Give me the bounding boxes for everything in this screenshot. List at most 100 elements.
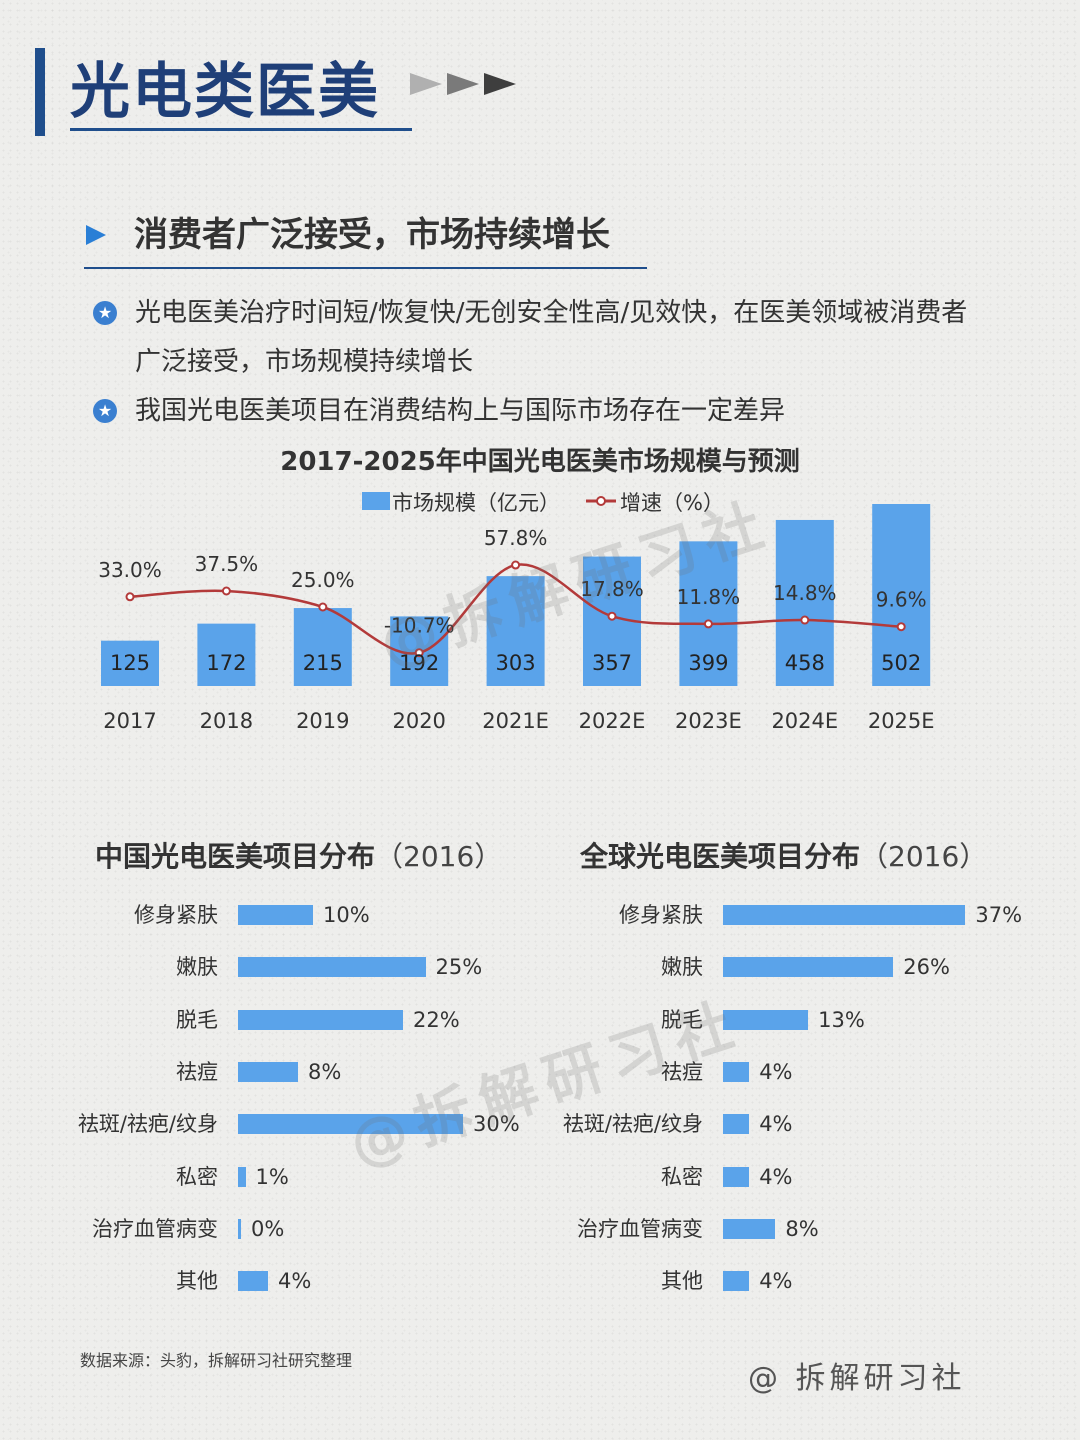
bar-category-label: 嫩肤	[176, 955, 218, 980]
bar-category-label: 祛痘	[661, 1059, 703, 1084]
bar-value-label: 125	[110, 651, 150, 675]
bar	[775, 519, 834, 686]
data-source: 数据来源：头豹，拆解研习社研究整理	[80, 1351, 353, 1370]
bar-category-label: 嫩肤	[661, 955, 703, 980]
x-tick-label: 2021E	[482, 709, 549, 733]
bar-category-label: 脱毛	[176, 1007, 218, 1032]
distribution-bar	[238, 1271, 268, 1292]
bar-category-label: 其他	[661, 1269, 703, 1294]
bar-value-label: 458	[785, 651, 825, 675]
bar-value-label: 303	[496, 651, 536, 675]
market-size-chart: 33.0% 37.5% 25.0% -10.7% 57.8% 17.8% 11.8% 14.8…	[98, 504, 935, 733]
bullet-text: 广泛接受，市场规模持续增长	[135, 347, 474, 377]
bar-value-label: 8%	[308, 1059, 342, 1084]
growth-point	[221, 586, 231, 596]
x-tick-label: 2019	[296, 709, 349, 733]
chart-title: 2017-2025年中国光电医美市场规模与预测	[280, 447, 800, 477]
bar-value-label: 4%	[759, 1059, 793, 1084]
bar-value-label: 4%	[759, 1164, 793, 1189]
china-chart-title: 中国光电医美项目分布（2016）	[95, 840, 503, 873]
bar-category-label: 治疗血管病变	[577, 1216, 703, 1241]
growth-label: 17.8%	[580, 577, 644, 601]
growth-label: -10.7%	[384, 614, 455, 638]
signature: @ 拆解研习社	[748, 1361, 966, 1396]
distribution-bar	[723, 957, 894, 978]
bar-category-label: 祛痘	[176, 1059, 218, 1084]
bar-value-label: 37%	[975, 903, 1023, 927]
header-underline	[70, 128, 412, 131]
distribution-bar	[723, 1114, 750, 1135]
distribution-bar	[723, 1166, 750, 1187]
x-tick-label: 2024E	[771, 709, 838, 733]
bar-value-label: 30%	[473, 1112, 520, 1137]
growth-point	[511, 560, 521, 570]
distribution-bar	[238, 1114, 463, 1135]
bar-value-label: 1%	[255, 1164, 289, 1189]
bar	[101, 640, 159, 686]
growth-label: 37.5%	[195, 552, 259, 576]
bar	[679, 541, 738, 686]
growth-point	[125, 592, 135, 602]
growth-label: 33.0%	[98, 558, 162, 582]
distribution-bar	[723, 905, 966, 925]
bar-category-label: 祛斑/祛疤/纹身	[562, 1112, 703, 1137]
bar-value-label: 4%	[759, 1112, 793, 1137]
bar-value-label: 4%	[759, 1269, 793, 1294]
bar-value-label: 399	[688, 651, 728, 675]
legend-line-swatch	[586, 496, 616, 506]
distribution-bar	[238, 1166, 246, 1187]
bar-value-label: 4%	[278, 1269, 312, 1294]
distribution-bar	[238, 1009, 403, 1030]
triangle-bullet-icon	[86, 225, 106, 245]
bar-category-label: 治疗血管病变	[92, 1216, 218, 1241]
bar-category-label: 祛斑/祛疤/纹身	[77, 1112, 218, 1137]
bullet-text: 我国光电医美项目在消费结构上与国际市场存在一定差异	[135, 396, 786, 426]
bar-value-label: 192	[399, 651, 439, 675]
bar-value-label: 0%	[251, 1216, 285, 1241]
distribution-bar	[238, 1218, 241, 1239]
bar-value-label: 10%	[323, 903, 370, 927]
distribution-bar	[238, 957, 426, 978]
growth-point	[318, 602, 328, 612]
legend-bar-swatch	[362, 492, 390, 510]
section-heading-underline	[84, 267, 647, 269]
star-bullet-icon: ★	[93, 399, 117, 423]
bar-value-label: 25%	[435, 955, 483, 980]
star-bullet-icon: ★	[93, 301, 117, 325]
growth-label: 9.6%	[876, 588, 927, 612]
bar-value-label: 8%	[785, 1216, 819, 1241]
bullet-text: 光电医美治疗时间短/恢复快/无创安全性高/见效快，在医美领域被消费者	[135, 298, 968, 328]
bar-category-label: 私密	[176, 1164, 218, 1189]
bar-category-label: 脱毛	[661, 1007, 703, 1032]
distribution-bar	[723, 1061, 750, 1082]
arrows-icon	[410, 73, 516, 95]
growth-label: 25.0%	[291, 568, 355, 592]
growth-point	[607, 611, 617, 621]
bar-category-label: 修身紧肤	[134, 903, 218, 927]
x-tick-label: 2018	[200, 709, 253, 733]
growth-point	[703, 619, 713, 629]
growth-point	[414, 648, 424, 658]
bar-value-label: 502	[881, 651, 921, 675]
distribution-bar	[723, 1009, 809, 1030]
bar-value-label: 215	[303, 651, 343, 675]
growth-point	[896, 622, 906, 632]
distribution-bar	[723, 1271, 750, 1292]
growth-label: 14.8%	[773, 581, 837, 605]
legend-line-label: 增速（%）	[620, 491, 724, 515]
distribution-bar	[723, 1218, 776, 1239]
bar-value-label: 22%	[413, 1007, 460, 1032]
bar-category-label: 修身紧肤	[619, 903, 703, 927]
legend-bar-label: 市场规模（亿元）	[392, 491, 560, 515]
x-tick-label: 2022E	[579, 709, 646, 733]
distribution-bar	[238, 905, 313, 925]
distribution-bar	[238, 1061, 298, 1082]
bar	[293, 608, 352, 686]
header-accent-bar	[35, 48, 45, 136]
bar	[872, 504, 931, 686]
bar-category-label: 私密	[661, 1164, 703, 1189]
x-tick-label: 2025E	[868, 709, 935, 733]
bar	[197, 623, 256, 686]
bar-value-label: 13%	[818, 1007, 865, 1032]
